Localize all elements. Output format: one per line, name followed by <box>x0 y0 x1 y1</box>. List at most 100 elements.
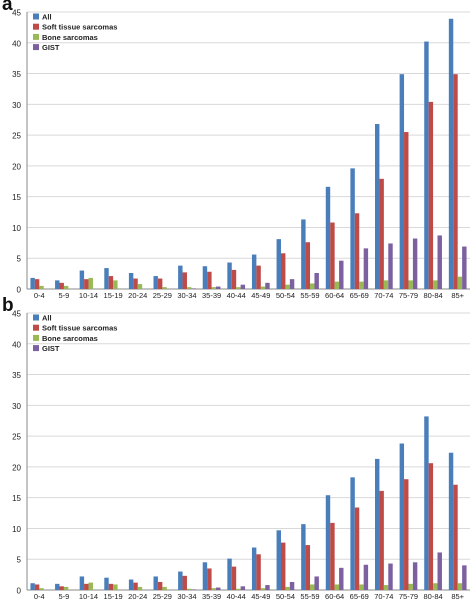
bar <box>334 281 340 289</box>
x-tick-label: 60-64 <box>325 291 344 300</box>
bar <box>211 287 217 289</box>
x-tick-label: 70-74 <box>374 291 393 300</box>
bar <box>314 576 319 590</box>
bar <box>339 260 344 289</box>
bar <box>39 588 44 590</box>
bar <box>305 545 311 590</box>
bar <box>305 242 311 289</box>
bar <box>388 243 393 289</box>
bar <box>63 586 69 590</box>
legend-swatch <box>33 314 39 321</box>
bar <box>383 585 389 590</box>
y-tick-label: 5 <box>17 255 22 264</box>
bar <box>424 41 429 290</box>
legend-swatch <box>33 23 39 30</box>
x-tick-label: 65-69 <box>350 291 369 300</box>
bar <box>354 507 360 590</box>
bar <box>216 587 221 590</box>
bar <box>276 239 281 289</box>
bar <box>457 583 463 590</box>
legend-label: All <box>42 13 52 22</box>
legend-label: GIST <box>42 344 60 353</box>
y-tick-label: 0 <box>17 286 22 295</box>
x-tick-label: 25-29 <box>153 291 172 300</box>
bar <box>202 266 208 289</box>
legend-label: Soft tissue sarcomas <box>42 23 117 32</box>
bar <box>453 484 458 590</box>
bar <box>162 586 167 590</box>
x-tick-label: 70-74 <box>374 592 393 601</box>
bar <box>251 547 257 590</box>
bar <box>363 564 369 590</box>
bar <box>428 463 434 590</box>
x-tick-label: 0-4 <box>34 291 45 300</box>
bar <box>330 222 335 289</box>
x-tick-label: 45-49 <box>251 291 270 300</box>
bar <box>34 584 40 590</box>
y-tick-label: 40 <box>12 39 21 48</box>
bar <box>113 584 118 590</box>
legend-label: GIST <box>42 43 60 52</box>
x-tick-label: 75-79 <box>399 291 418 300</box>
x-tick-label: 75-79 <box>399 592 418 601</box>
y-tick-label: 10 <box>12 224 21 233</box>
bar <box>59 586 64 590</box>
bar <box>157 581 163 590</box>
bar <box>265 585 270 590</box>
x-tick-label: 35-39 <box>202 592 221 601</box>
bar <box>433 583 438 590</box>
bar <box>55 583 60 590</box>
bar <box>153 576 158 590</box>
legend-swatch <box>33 334 39 341</box>
bar <box>280 542 286 590</box>
bar <box>113 280 118 289</box>
y-tick-label: 40 <box>12 340 21 349</box>
bar <box>260 286 266 289</box>
bar <box>399 74 405 289</box>
bar <box>133 278 138 289</box>
x-tick-label: 10-14 <box>79 291 98 300</box>
bar <box>375 124 380 289</box>
bar <box>202 562 208 590</box>
bar <box>186 287 192 289</box>
bar <box>325 186 331 289</box>
y-tick-label: 15 <box>12 494 21 503</box>
x-tick-label: 0-4 <box>34 592 45 601</box>
bar <box>408 583 413 590</box>
legend-swatch <box>33 33 39 40</box>
bar <box>448 452 454 590</box>
bar <box>216 286 221 289</box>
bar <box>186 588 192 590</box>
y-tick-label: 5 <box>17 556 22 565</box>
bar <box>350 477 355 590</box>
legend-label: Bone sarcomas <box>42 33 98 42</box>
bar <box>240 586 246 590</box>
bar <box>285 586 290 590</box>
bar <box>236 287 241 289</box>
legend-label: Soft tissue sarcomas <box>42 324 117 333</box>
bar-chart: 0 5 10 15 20 25 30 35 40 45 0-4 5-9 10-14 15-19 20-24 2… <box>12 9 470 300</box>
bar <box>178 571 183 590</box>
bar <box>383 280 389 289</box>
x-tick-label: 5-9 <box>58 592 69 601</box>
y-tick-label: 30 <box>12 101 21 110</box>
x-tick-label: 85+ <box>451 291 464 300</box>
x-tick-label: 10-14 <box>79 592 98 601</box>
bar <box>240 284 246 289</box>
x-tick-label: 60-64 <box>325 592 344 601</box>
x-tick-label: 35-39 <box>202 291 221 300</box>
bar <box>34 279 40 289</box>
x-tick-label: 15-19 <box>104 592 123 601</box>
bar <box>412 238 418 289</box>
bar <box>128 272 134 289</box>
bar <box>84 583 89 590</box>
bar <box>314 272 319 289</box>
bar <box>462 246 467 289</box>
chart-panel-a: a 0 5 10 15 20 25 30 35 40 45 0-4 5-9 10-14 15-19 20-2… <box>0 0 474 301</box>
bar <box>265 282 270 289</box>
bar <box>359 584 364 590</box>
x-tick-label: 5-9 <box>58 291 69 300</box>
bar <box>310 584 315 590</box>
bar <box>88 277 93 289</box>
